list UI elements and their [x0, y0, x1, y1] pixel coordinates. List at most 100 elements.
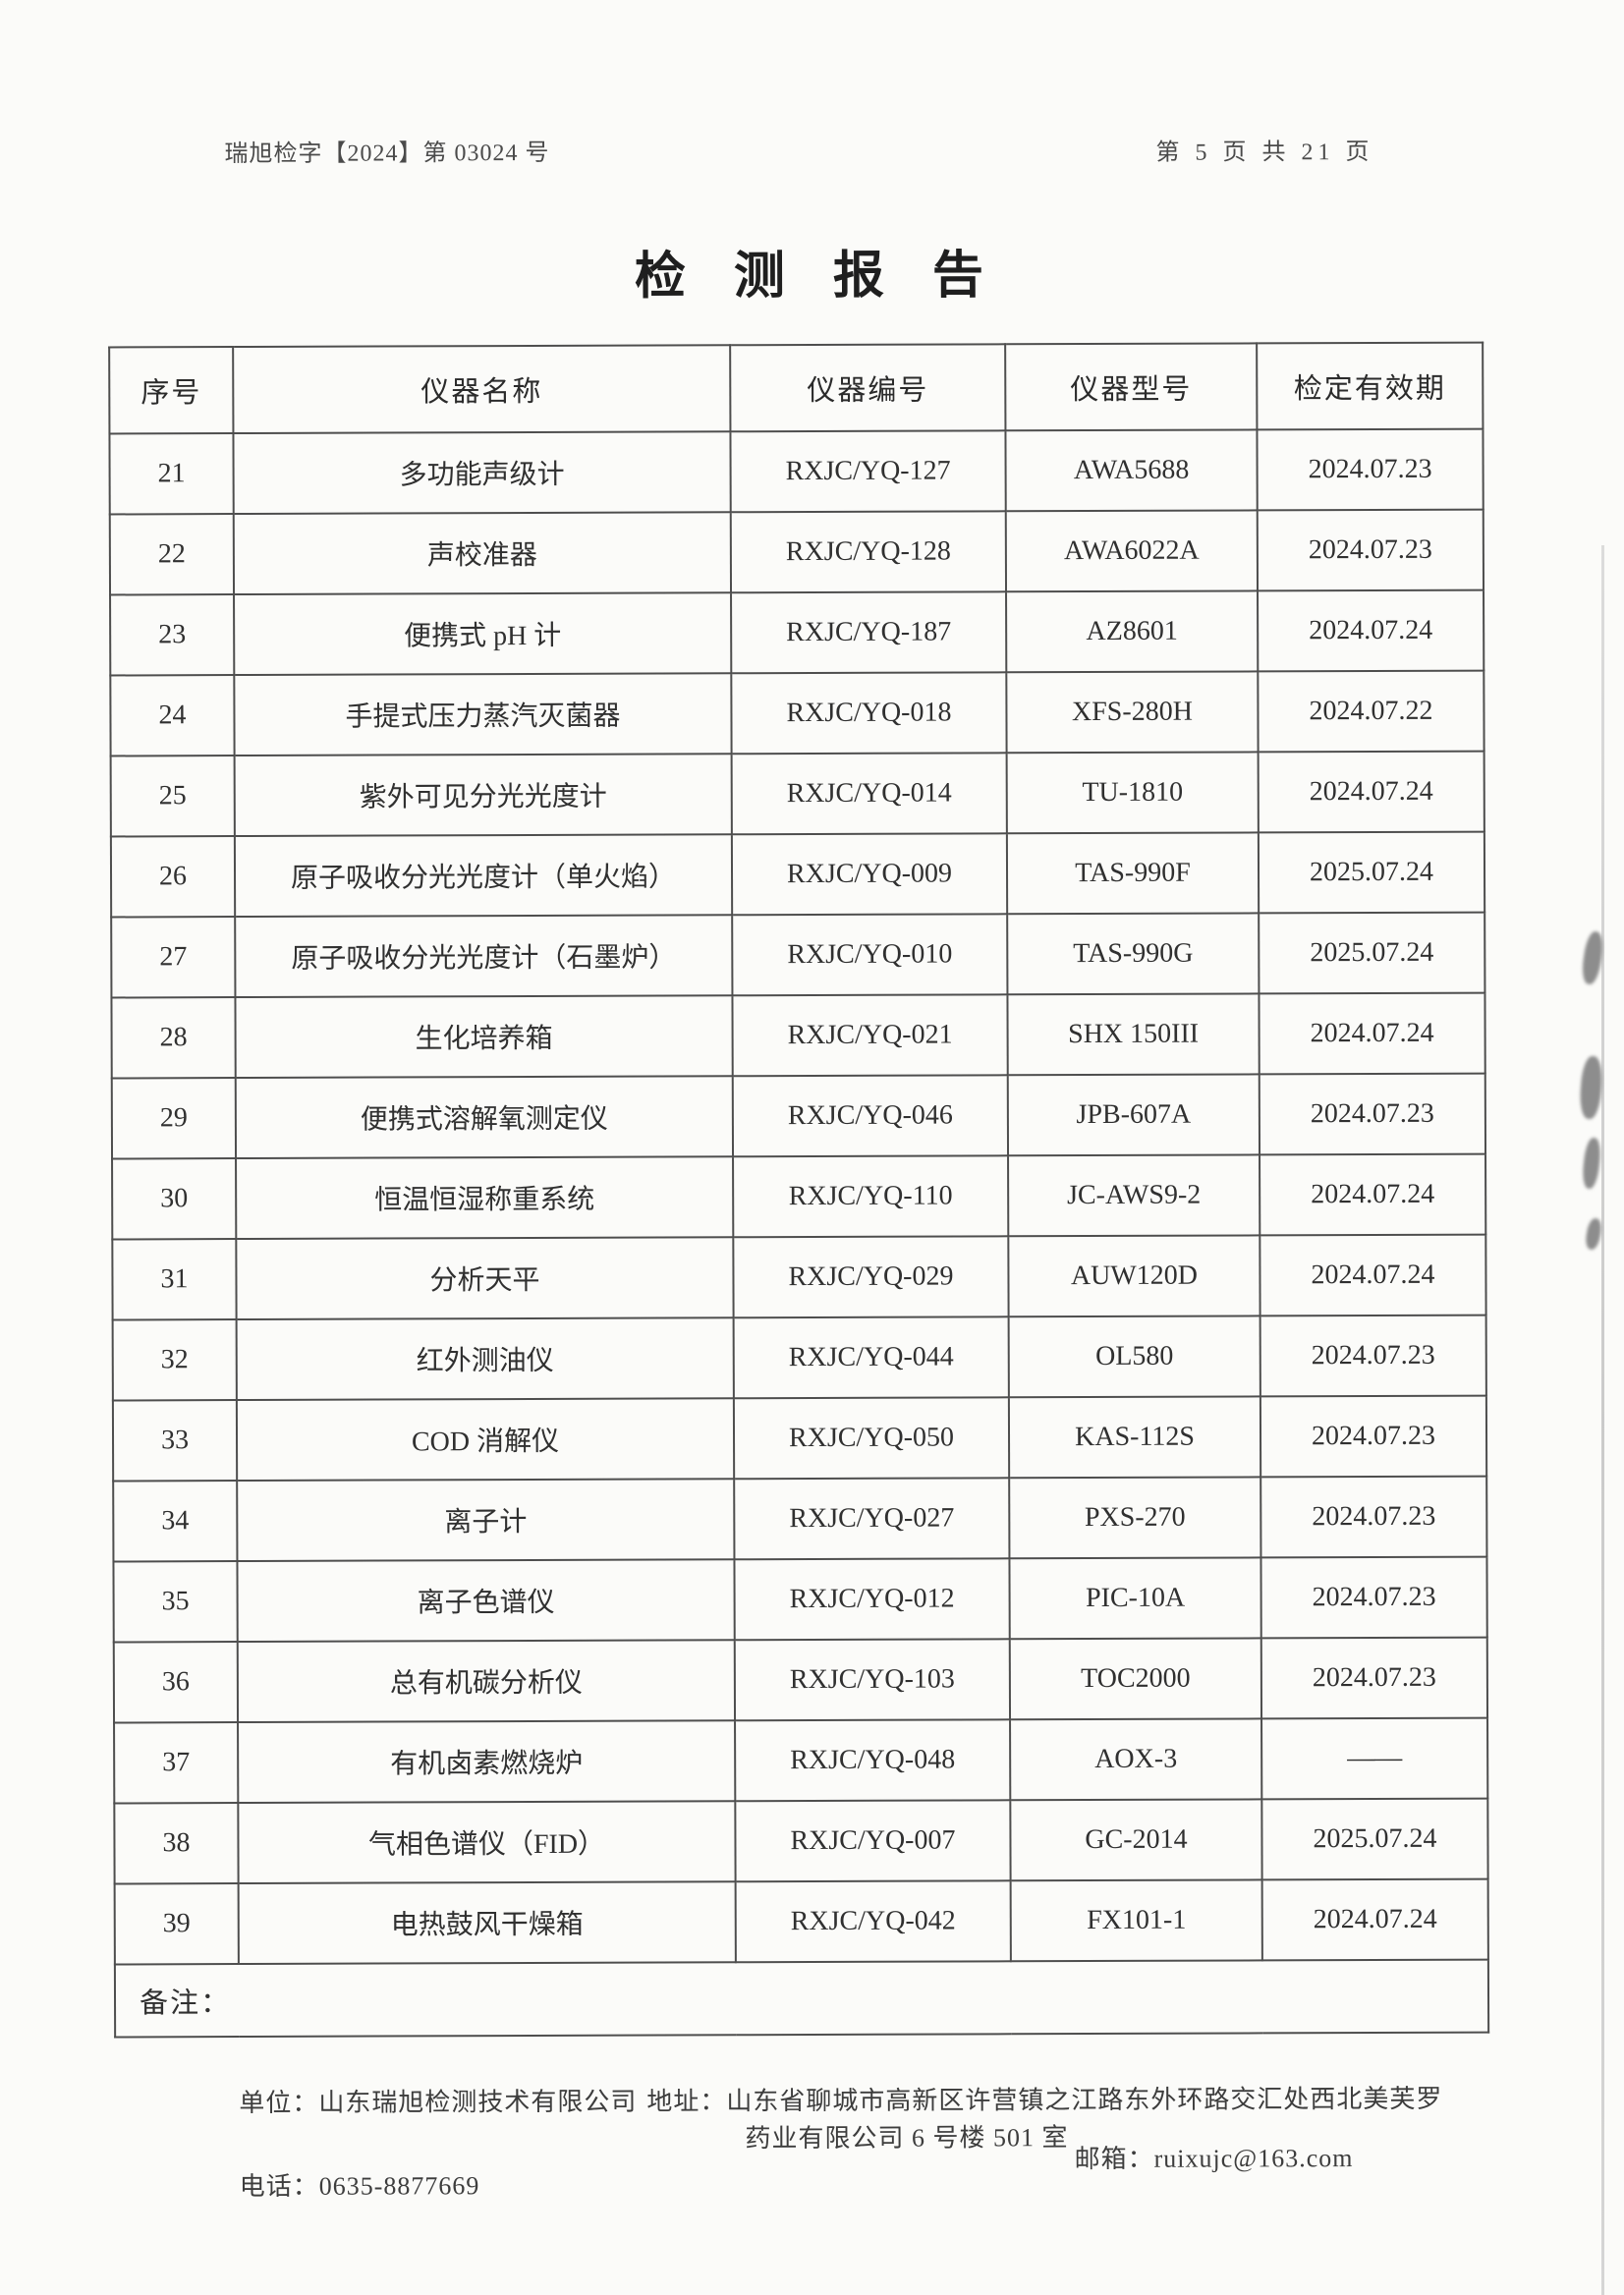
document-number: 瑞旭检字【2024】第 03024 号 [224, 140, 550, 168]
cell-model: AOX-3 [1010, 1718, 1262, 1801]
page-number-info: 第 5 页 共 21 页 [1155, 139, 1374, 166]
cell-no: 24 [110, 675, 235, 756]
cell-code: RXJC/YQ-127 [730, 430, 1006, 513]
cell-code: RXJC/YQ-103 [734, 1639, 1011, 1721]
cell-model: OL580 [1008, 1315, 1260, 1398]
cell-valid: 2024.07.23 [1257, 509, 1484, 591]
remarks-cell: 备注： [114, 1959, 1489, 2038]
cell-valid: 2024.07.23 [1260, 1395, 1487, 1478]
cell-no: 26 [110, 836, 236, 918]
table-row: 35 离子色谱仪 RXJC/YQ-012 PIC-10A 2024.07.23 [113, 1556, 1487, 1643]
cell-valid: 2024.07.23 [1260, 1556, 1487, 1639]
cell-valid: —— [1261, 1717, 1488, 1800]
table-row: 29 便携式溶解氧测定仪 RXJC/YQ-046 JPB-607A 2024.0… [111, 1073, 1486, 1159]
table-row: 30 恒温恒湿称重系统 RXJC/YQ-110 JC-AWS9-2 2024.0… [112, 1153, 1486, 1240]
cell-code: RXJC/YQ-018 [731, 672, 1007, 755]
instrument-table: 序号 仪器名称 仪器编号 仪器型号 检定有效期 21 多功能声级计 RXJC/Y… [108, 342, 1489, 2039]
cell-valid: 2024.07.24 [1260, 1153, 1486, 1236]
table-row: 34 离子计 RXJC/YQ-027 PXS-270 2024.07.23 [113, 1476, 1487, 1562]
cell-model: TAS-990F [1006, 832, 1260, 915]
cell-model: AZ8601 [1006, 590, 1259, 673]
cell-valid: 2024.07.22 [1258, 670, 1484, 753]
footer-phone: 电话：0635-8877669 [239, 2171, 480, 2202]
table-row: 31 分析天平 RXJC/YQ-029 AUW120D 2024.07.24 [112, 1234, 1486, 1320]
cell-no: 28 [111, 997, 236, 1079]
col-header-validity: 检定有效期 [1257, 342, 1484, 430]
cell-no: 29 [111, 1078, 237, 1159]
cell-valid: 2024.07.24 [1260, 1234, 1486, 1316]
cell-valid: 2024.07.24 [1258, 751, 1484, 833]
table-row: 25 紫外可见分光光度计 RXJC/YQ-014 TU-1810 2024.07… [110, 751, 1484, 837]
cell-model: KAS-112S [1008, 1396, 1261, 1479]
cell-no: 32 [112, 1319, 237, 1401]
cell-model: TOC2000 [1009, 1638, 1262, 1720]
cell-name: 总有机碳分析仪 [237, 1640, 736, 1723]
footer-email: 邮箱：ruixujc@163.com [1074, 2144, 1354, 2174]
table-row: 37 有机卤素燃烧炉 RXJC/YQ-048 AOX-3 —— [114, 1717, 1488, 1804]
cell-valid: 2024.07.23 [1260, 1637, 1488, 1719]
table-row: 27 原子吸收分光光度计（石墨炉） RXJC/YQ-010 TAS-990G 2… [111, 912, 1485, 998]
cell-model: AWA5688 [1005, 429, 1258, 512]
cell-code: RXJC/YQ-050 [733, 1397, 1010, 1480]
cell-valid: 2025.07.24 [1261, 1798, 1488, 1880]
cell-valid: 2024.07.24 [1258, 589, 1484, 672]
cell-model: GC-2014 [1010, 1799, 1262, 1881]
cell-valid: 2024.07.23 [1259, 1073, 1486, 1155]
cell-no: 22 [109, 514, 235, 595]
cell-no: 33 [112, 1400, 238, 1482]
cell-name: 紫外可见分光光度计 [234, 754, 732, 837]
cell-no: 21 [109, 433, 234, 515]
col-header-code: 仪器编号 [730, 344, 1006, 432]
cell-model: PIC-10A [1009, 1557, 1261, 1640]
cell-code: RXJC/YQ-048 [735, 1719, 1011, 1802]
cell-code: RXJC/YQ-029 [733, 1236, 1009, 1318]
cell-name: 多功能声级计 [233, 431, 731, 515]
table-row: 39 电热鼓风干燥箱 RXJC/YQ-042 FX101-1 2024.07.2… [114, 1878, 1488, 1965]
cell-name: 原子吸收分光光度计（石墨炉） [235, 915, 733, 998]
cell-model: PXS-270 [1009, 1477, 1261, 1559]
cell-code: RXJC/YQ-009 [731, 833, 1008, 916]
table-row: 22 声校准器 RXJC/YQ-128 AWA6022A 2024.07.23 [109, 509, 1484, 595]
cell-valid: 2024.07.23 [1257, 428, 1484, 511]
cell-no: 30 [112, 1158, 237, 1240]
col-header-name: 仪器名称 [233, 345, 731, 434]
cell-name: 便携式 pH 计 [234, 592, 732, 676]
cell-code: RXJC/YQ-042 [735, 1880, 1011, 1963]
footer-address-line2: 药业有限公司 6 号楼 501 室 [745, 2123, 1069, 2154]
col-header-model: 仪器型号 [1005, 343, 1258, 431]
scan-edge-artifact-line [1601, 545, 1604, 2295]
cell-no: 37 [114, 1722, 239, 1804]
cell-code: RXJC/YQ-044 [733, 1316, 1009, 1399]
cell-name: 红外测油仪 [236, 1317, 734, 1401]
remarks-row: 备注： [114, 1959, 1489, 2038]
cell-model: FX101-1 [1010, 1879, 1262, 1962]
cell-valid: 2024.07.24 [1259, 992, 1485, 1075]
cell-no: 34 [113, 1481, 238, 1562]
col-header-index: 序号 [109, 347, 234, 434]
cell-name: COD 消解仪 [236, 1398, 735, 1482]
cell-model: AUW120D [1008, 1235, 1260, 1317]
cell-no: 36 [113, 1642, 239, 1723]
cell-code: RXJC/YQ-010 [732, 914, 1008, 996]
footer-address-line1: 地址：山东省聊城市高新区许营镇之江路东外环路交汇处西北美芙罗 [646, 2084, 1443, 2116]
cell-valid: 2025.07.24 [1258, 831, 1485, 914]
cell-model: SHX 150III [1007, 993, 1260, 1076]
cell-code: RXJC/YQ-007 [735, 1800, 1011, 1882]
cell-model: JPB-607A [1007, 1074, 1260, 1156]
cell-name: 电热鼓风干燥箱 [238, 1881, 736, 1965]
cell-code: RXJC/YQ-128 [730, 511, 1007, 593]
cell-valid: 2025.07.24 [1259, 912, 1485, 994]
cell-name: 分析天平 [236, 1237, 734, 1320]
cell-name: 声校准器 [233, 512, 732, 595]
cell-model: AWA6022A [1005, 510, 1259, 592]
report-title: 检 测 报 告 [634, 248, 1002, 306]
cell-no: 38 [114, 1803, 239, 1884]
cell-code: RXJC/YQ-027 [734, 1478, 1010, 1560]
cell-no: 23 [110, 594, 235, 676]
table-row: 23 便携式 pH 计 RXJC/YQ-187 AZ8601 2024.07.2… [110, 589, 1484, 676]
cell-name: 有机卤素燃烧炉 [238, 1720, 736, 1804]
table-row: 28 生化培养箱 RXJC/YQ-021 SHX 150III 2024.07.… [111, 992, 1485, 1079]
table-header-row: 序号 仪器名称 仪器编号 仪器型号 检定有效期 [109, 342, 1484, 434]
